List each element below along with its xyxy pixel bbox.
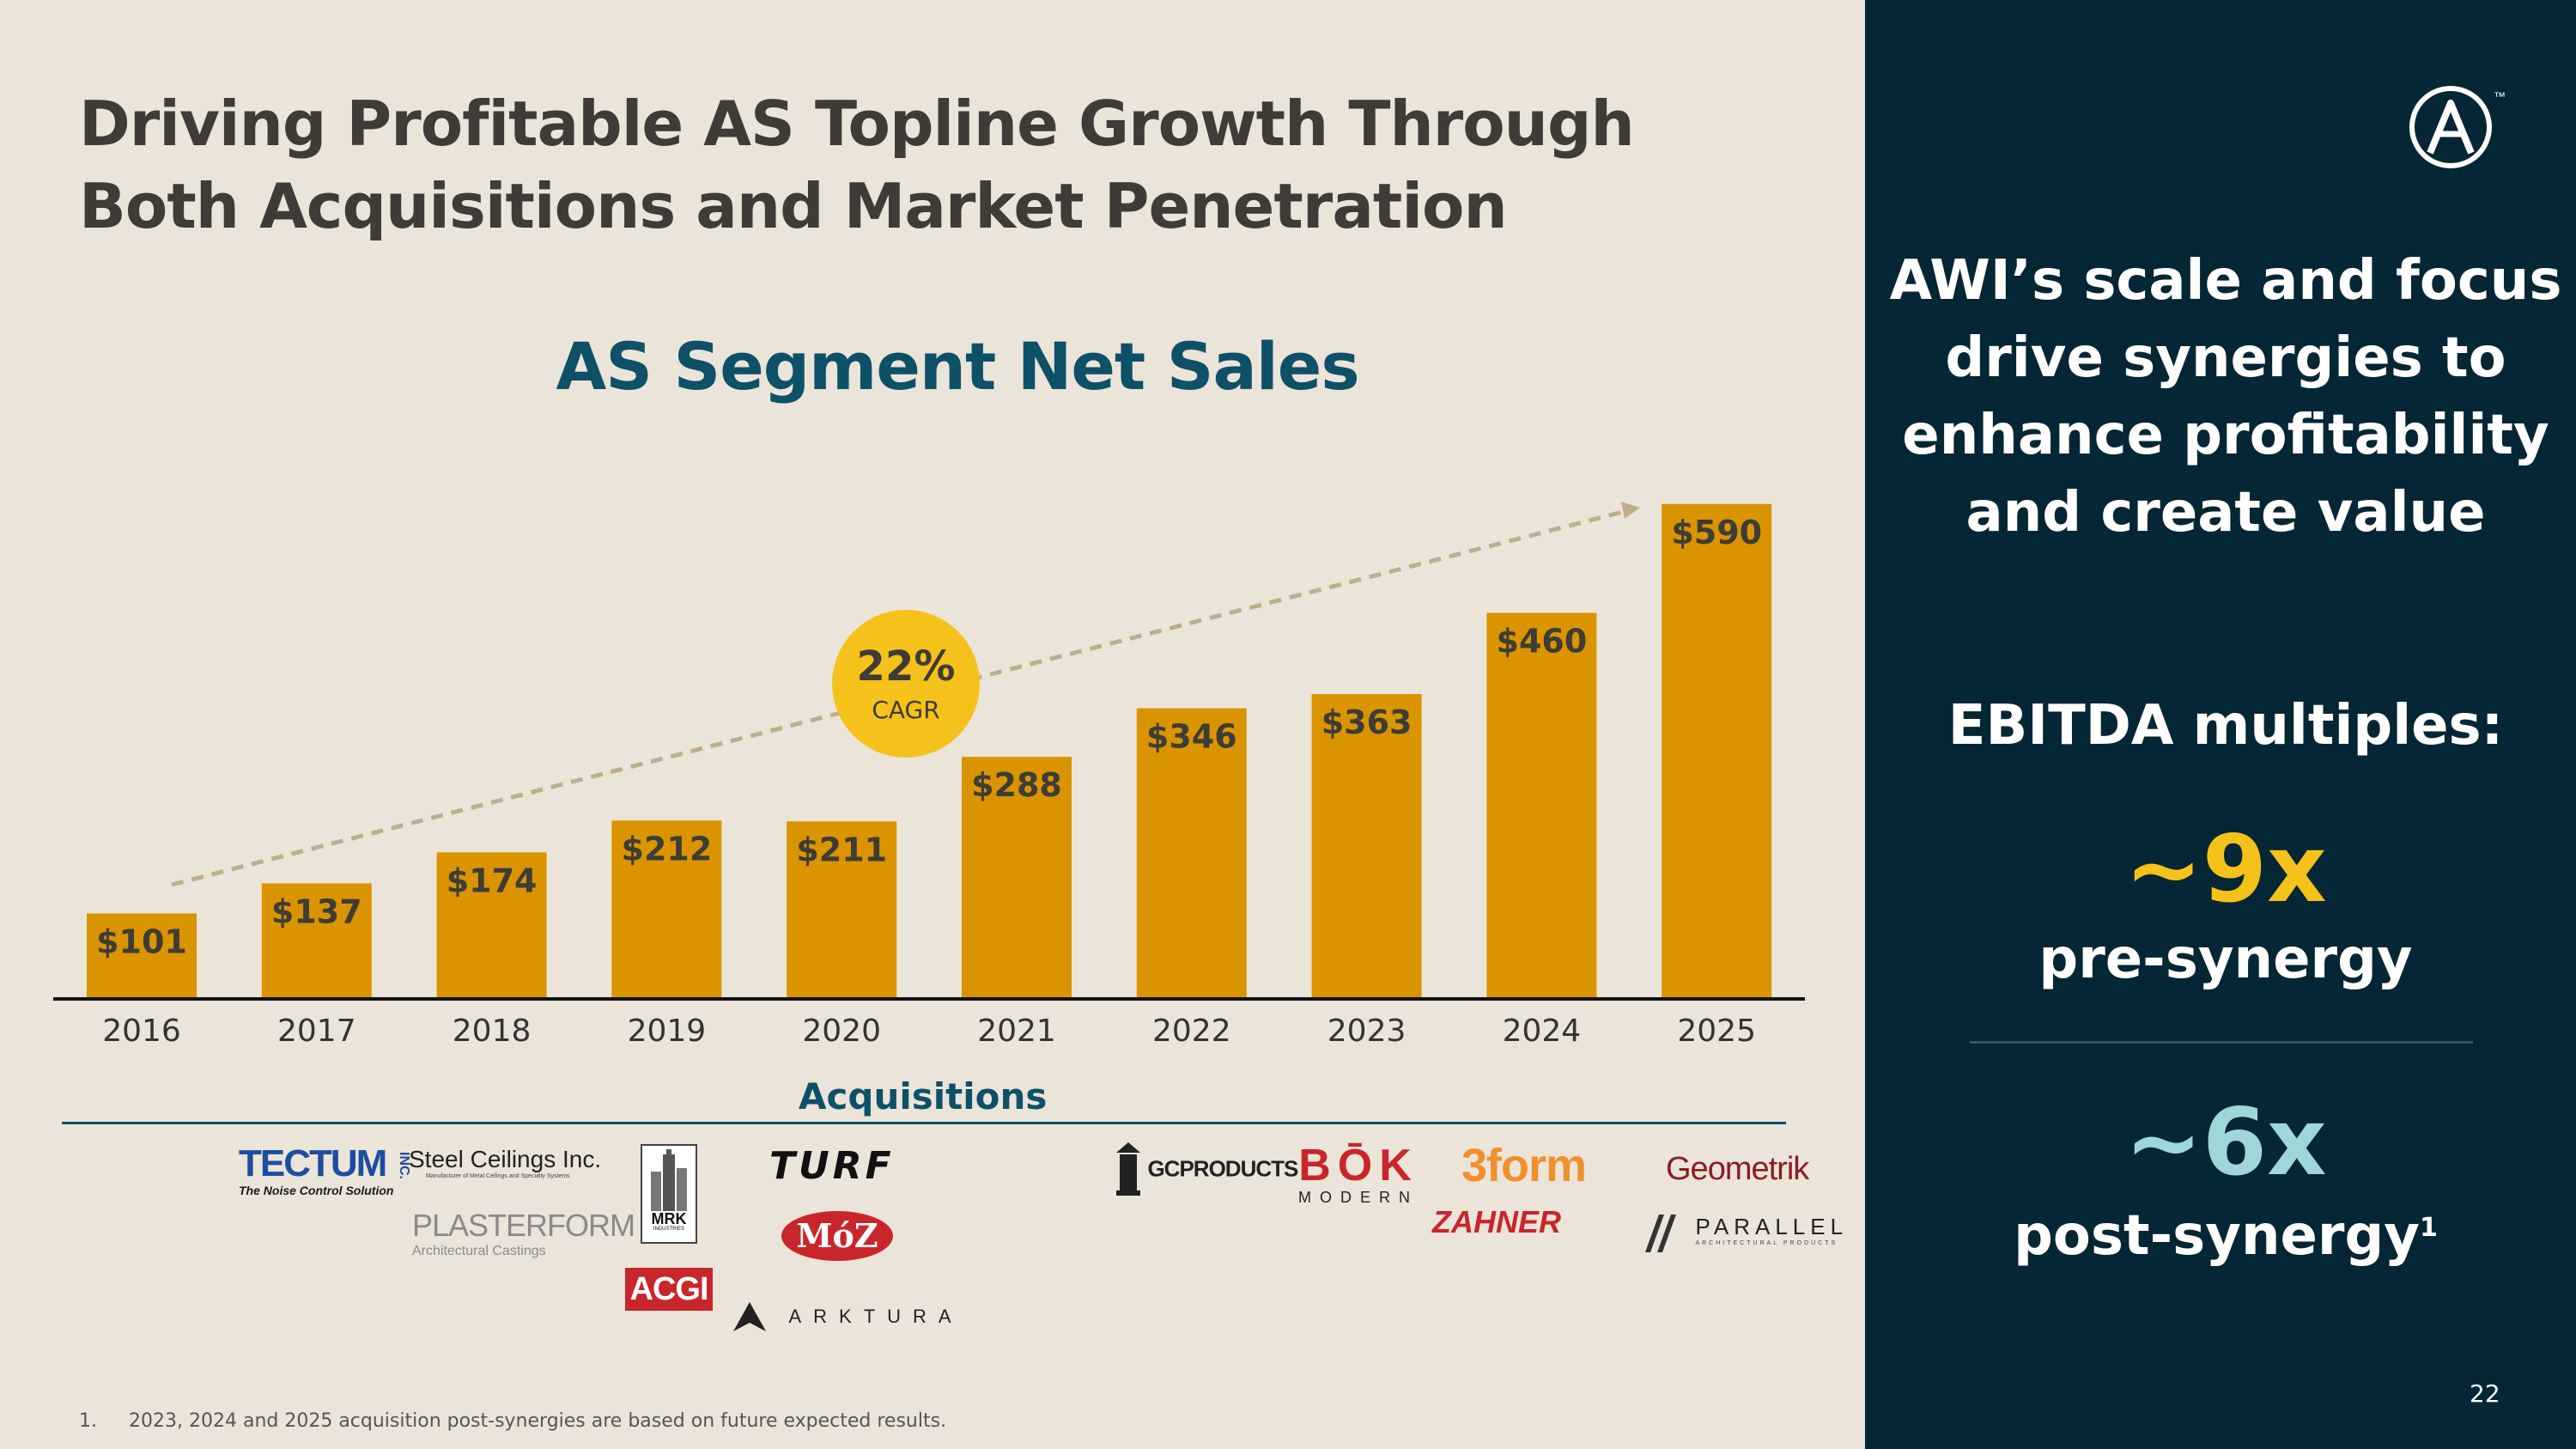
footnote: 1. 2023, 2024 and 2025 acquisition post-s… — [79, 1410, 946, 1432]
bar-value-label-2018: $174 — [447, 861, 538, 899]
x-tick-label-2025: 2025 — [1677, 1014, 1756, 1049]
pre-synergy-multiple: ~9x — [2124, 816, 2327, 923]
sidebar-headline-line-1: AWI’s scale and focus — [1889, 249, 2562, 313]
bar-value-label-2023: $363 — [1321, 703, 1413, 741]
x-tick-label-2016: 2016 — [102, 1014, 181, 1049]
arktura-mark-icon — [733, 1302, 766, 1331]
slide-title: Driving Profitable AS Topline Growth Thr… — [79, 82, 1710, 247]
x-tick-label-2017: 2017 — [277, 1014, 356, 1049]
parallel-logo: PARALLEL ARCHITECTURAL PRODUCTS — [1642, 1206, 1848, 1254]
sidebar-headline-line-3: enhance profitability — [1902, 404, 2549, 467]
footnote-number: 1. — [79, 1410, 97, 1432]
page-number: 22 — [2470, 1379, 2500, 1408]
post-synergy-footnote-marker: 1 — [2420, 1213, 2438, 1243]
cagr-value: 22% — [857, 642, 956, 691]
sidebar-divider — [1970, 1041, 2473, 1044]
bar-2022 — [1136, 708, 1247, 998]
post-synergy-label-text: post-synergy — [2014, 1204, 2421, 1268]
bar-2021 — [962, 757, 1072, 998]
bar-2018 — [436, 852, 547, 998]
steel-ceilings-logo: Steel Ceilings Inc. Manufacturer of Meta… — [409, 1146, 602, 1179]
bar-2017 — [261, 883, 372, 998]
building-icon — [651, 1149, 687, 1211]
trend-arrowhead-icon — [1621, 502, 1640, 519]
bar-2020 — [787, 821, 897, 998]
cagr-label: CAGR — [872, 696, 939, 724]
bar-2016 — [87, 913, 197, 998]
bar-2024 — [1486, 612, 1597, 998]
bok-modern-logo: BŌK MODERN — [1298, 1141, 1419, 1206]
x-tick-label-2018: 2018 — [453, 1014, 532, 1049]
zahner-logo: ZAHNER — [1432, 1204, 1561, 1239]
pre-synergy-label: pre-synergy — [2038, 928, 2413, 991]
3form-logo: 3form — [1461, 1140, 1587, 1191]
letter-a-icon — [2427, 100, 2475, 155]
moz-logo: MóZ — [781, 1211, 893, 1261]
sidebar-headline: AWI’s scale and focus drive synergies to… — [1865, 242, 2576, 551]
slide-title-line-1: Driving Profitable AS Topline Growth Thr… — [79, 88, 1635, 160]
acquisitions-title: Acquisitions — [799, 1075, 1048, 1117]
bar-value-label-2022: $346 — [1146, 718, 1237, 756]
parallel-mark-icon — [1645, 1215, 1676, 1252]
x-tick-label-2020: 2020 — [802, 1014, 881, 1049]
arktura-logo: ARKTURA — [732, 1300, 963, 1333]
net-sales-bar-chart: $101 $137 $174 $212 $211 $288 $346 $363 $460 $590… — [53, 502, 1805, 1049]
acgi-logo: ACGI — [625, 1268, 713, 1311]
bar-2023 — [1311, 694, 1422, 998]
ebitda-label: EBITDA multiples: — [1947, 694, 2504, 758]
awi-logo-icon — [2409, 86, 2492, 168]
bar-2025 — [1662, 503, 1772, 998]
bar-value-label-2025: $590 — [1671, 514, 1762, 551]
bar-value-label-2016: $101 — [96, 923, 187, 961]
slide-title-line-2: Both Acquisitions and Market Penetration — [79, 170, 1508, 242]
bar-value-label-2024: $460 — [1497, 623, 1588, 661]
x-tick-label-2019: 2019 — [628, 1014, 707, 1049]
mrk-logo: MRK INDUSTRIES — [641, 1144, 697, 1244]
post-synergy-label: post-synergy1 — [1865, 1204, 2576, 1268]
x-tick-label-2023: 2023 — [1327, 1014, 1406, 1049]
cagr-bubble — [832, 610, 980, 758]
bar-value-label-2017: $137 — [271, 892, 362, 930]
x-tick-label-2021: 2021 — [977, 1014, 1056, 1049]
chart-title: AS Segment Net Sales — [556, 328, 1359, 405]
sidebar-headline-line-4: and create value — [1965, 481, 2486, 545]
sidebar-headline-line-2: drive synergies to — [1945, 326, 2506, 390]
gc-column-icon — [1116, 1142, 1140, 1196]
post-synergy-multiple: ~6x — [2124, 1089, 2327, 1196]
bar-value-label-2021: $288 — [971, 766, 1062, 804]
x-tick-label-2022: 2022 — [1152, 1014, 1231, 1049]
acquisitions-divider — [62, 1122, 1786, 1124]
sidebar-panel — [1865, 0, 2576, 1449]
gcproducts-logo: GCPRODUCTS — [1113, 1141, 1298, 1197]
geometrik-logo: Geometrik — [1666, 1151, 1809, 1187]
bar-value-label-2019: $212 — [622, 830, 713, 868]
tectum-logo: TECTUM INC. The Noise Control Solution — [239, 1142, 411, 1197]
bar-value-label-2020: $211 — [796, 831, 887, 868]
trademark-icon: ™ — [2494, 89, 2506, 103]
parallel-wordmark: PARALLEL ARCHITECTURAL PRODUCTS — [1695, 1214, 1849, 1246]
turf-logo: TURF — [769, 1144, 895, 1188]
x-tick-label-2024: 2024 — [1503, 1014, 1582, 1049]
bar-2019 — [611, 820, 722, 998]
plasterform-logo: PLASTERFORM Architectural Castings — [412, 1208, 635, 1258]
footnote-text: 2023, 2024 and 2025 acquisition post-syn… — [129, 1410, 947, 1432]
